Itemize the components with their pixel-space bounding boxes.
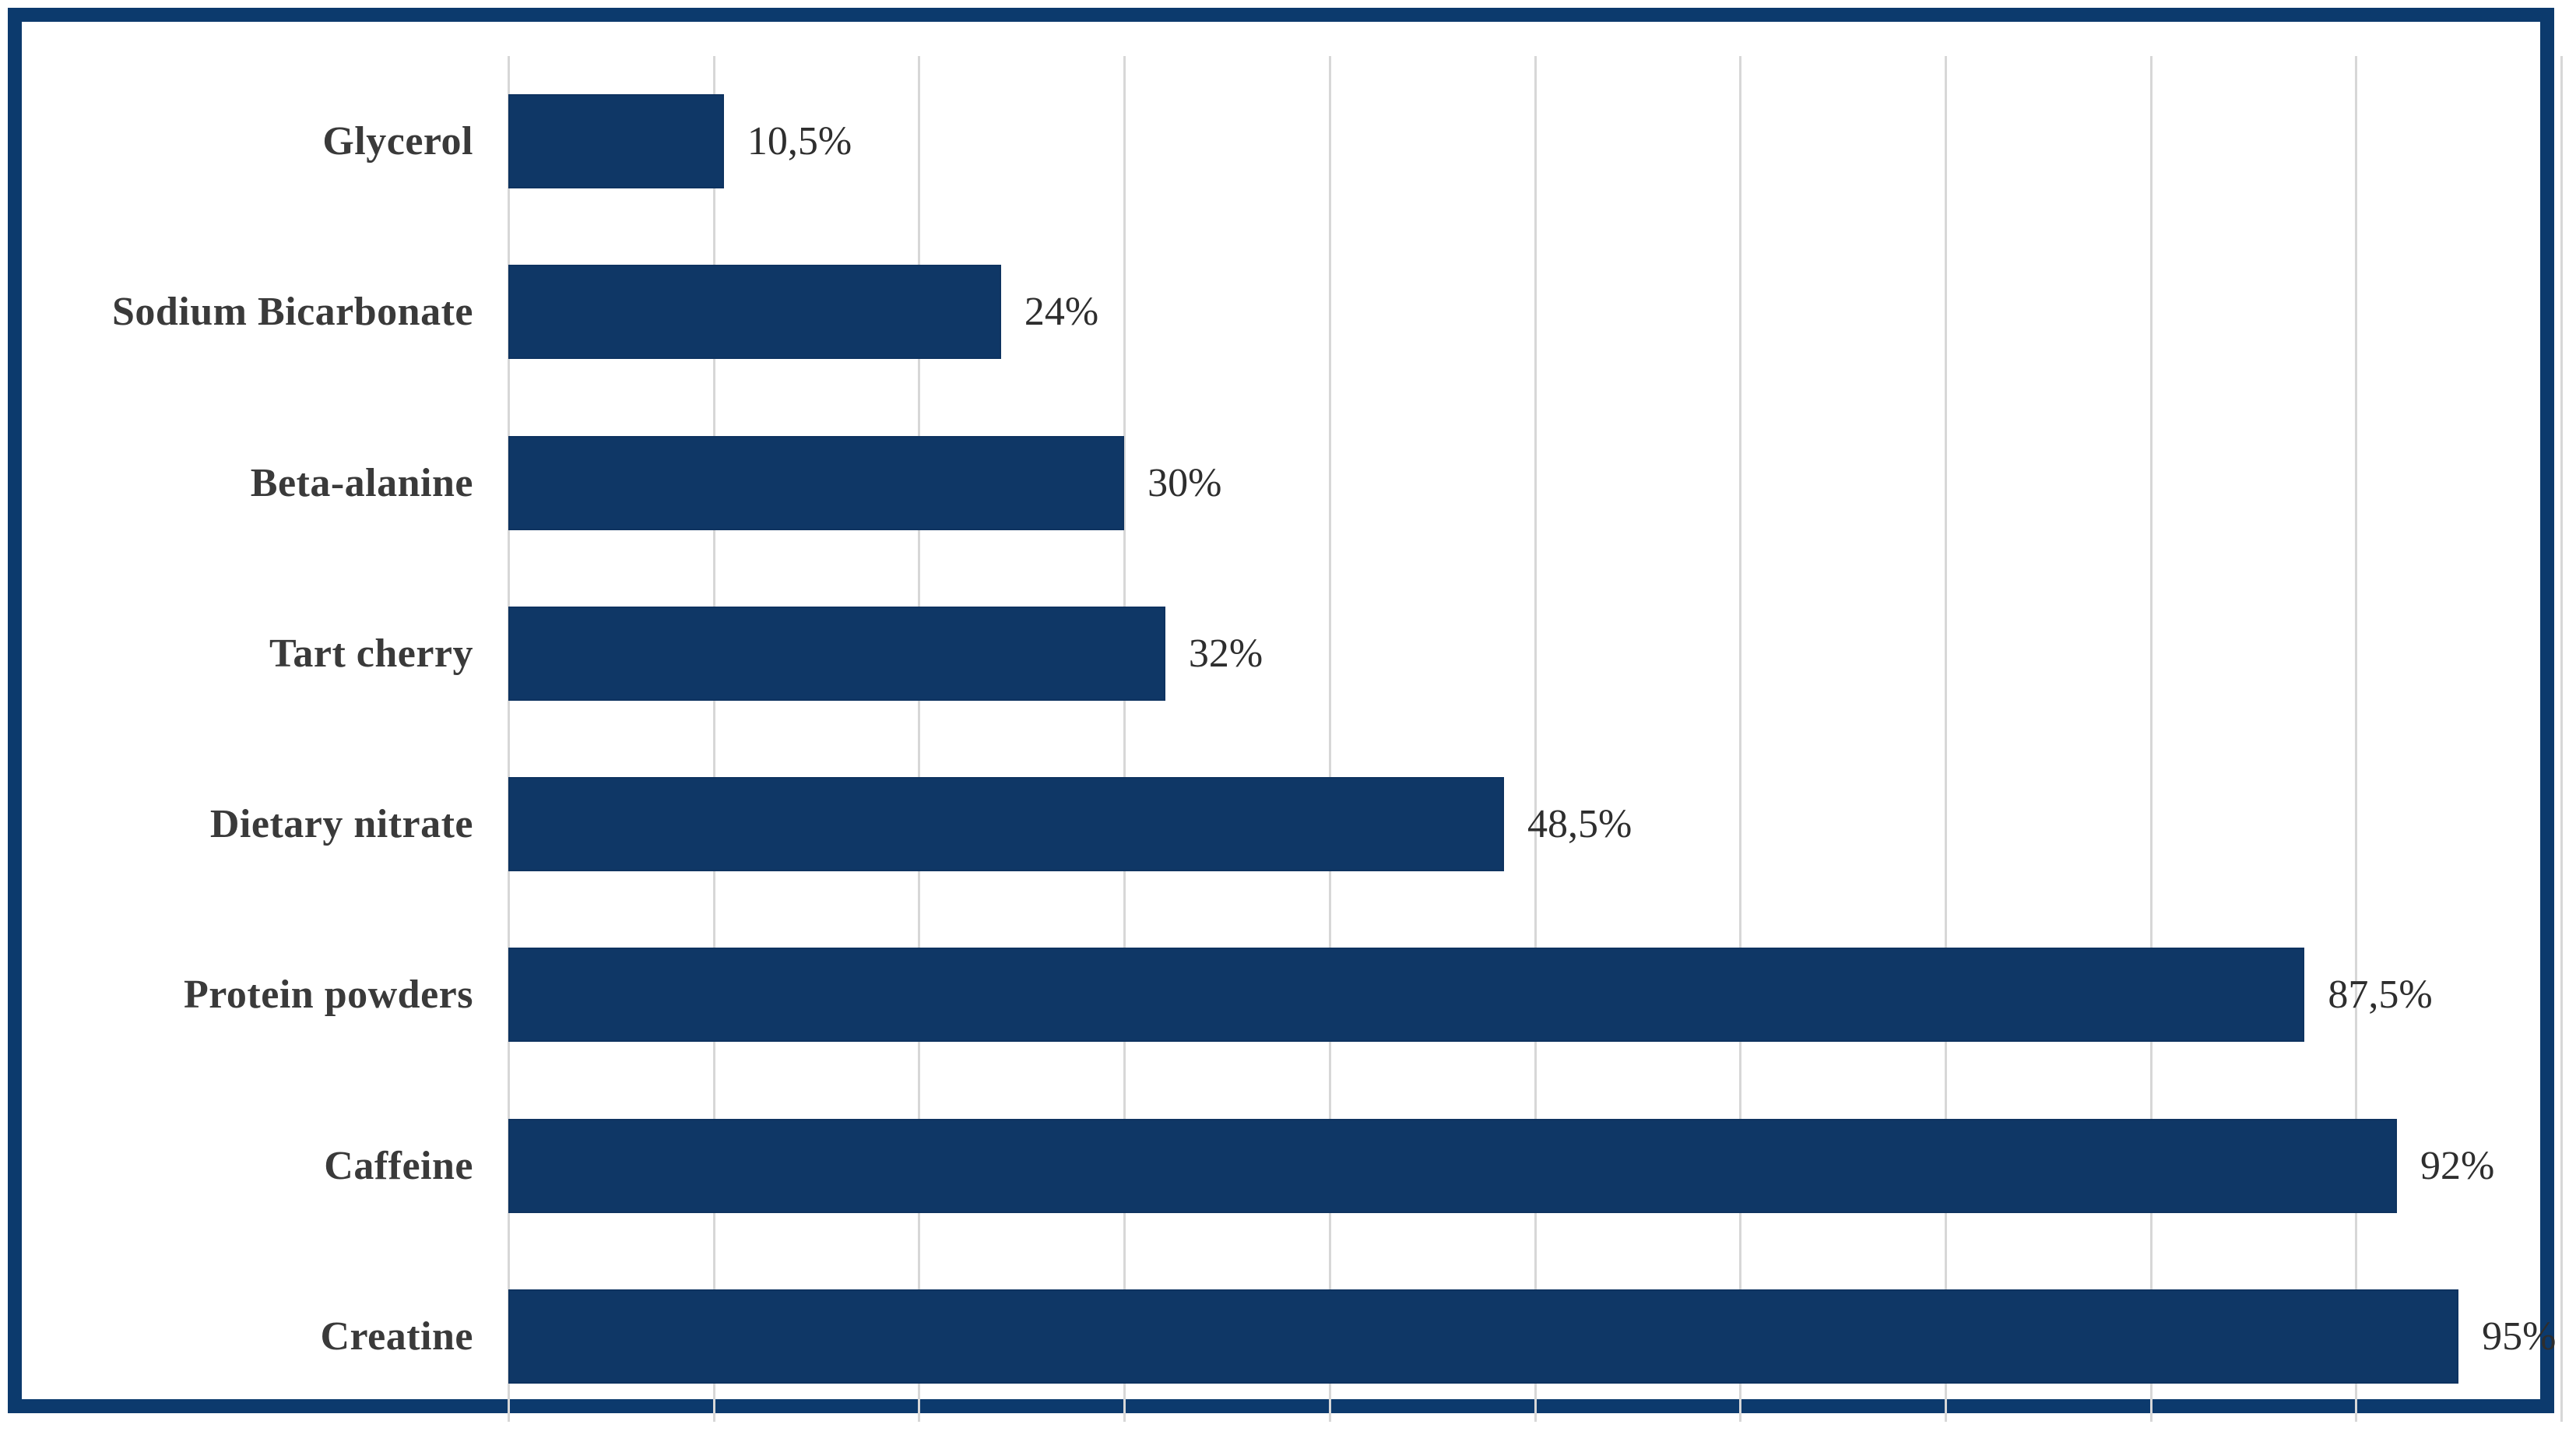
chart-frame: Glycerol 10,5% Sodium Bicarbonate 24% Beta-a… (8, 8, 2563, 1422)
bar-row: Sodium Bicarbonate 24% (112, 227, 2561, 397)
gridline-30 (1123, 56, 1126, 1422)
category-label: Creatine (320, 1314, 473, 1359)
gridline-100 (2560, 56, 2563, 1422)
value-label: 48,5% (1527, 802, 1632, 846)
gridline-0 (508, 56, 510, 1422)
value-label: 95% (2482, 1314, 2557, 1359)
gridline-80 (2149, 56, 2153, 1422)
gridline-40 (1328, 56, 1331, 1422)
gridline-70 (1944, 56, 1947, 1422)
bar (508, 1118, 2398, 1213)
category-label: Caffeine (324, 1143, 473, 1188)
plot-area: Glycerol 10,5% Sodium Bicarbonate 24% Beta-a… (112, 56, 2563, 1422)
gridline-50 (1534, 56, 1537, 1422)
bar (508, 606, 1165, 701)
bar-row: Protein powders 87,5% (184, 909, 2561, 1080)
value-label: 92% (2420, 1143, 2495, 1188)
gridline-20 (918, 56, 921, 1422)
category-label: Dietary nitrate (209, 802, 473, 846)
bar-row: Beta-alanine 30% (251, 398, 2561, 568)
bar-row: Creatine 95% (320, 1251, 2561, 1422)
category-label: Protein powders (184, 972, 473, 1018)
gridline-10 (712, 56, 715, 1422)
category-label: Beta-alanine (250, 460, 473, 505)
value-label: 10,5% (747, 119, 852, 164)
value-label: 32% (1188, 631, 1263, 676)
value-label: 24% (1024, 290, 1099, 335)
bar (508, 777, 1504, 871)
bar (508, 1289, 2459, 1384)
bar-row: Caffeine 92% (324, 1081, 2561, 1251)
value-label: 87,5% (2328, 972, 2433, 1018)
bar (508, 94, 724, 188)
gridline-90 (2355, 56, 2358, 1422)
gridline-60 (1739, 56, 1742, 1422)
bar (508, 265, 1001, 360)
bar-row: Dietary nitrate 48,5% (210, 739, 2561, 909)
bar (508, 435, 1125, 530)
value-label: 30% (1147, 460, 1222, 505)
bar-row: Tart cherry 32% (269, 568, 2561, 739)
bar (508, 948, 2305, 1043)
category-label: Tart cherry (269, 631, 473, 676)
category-label: Glycerol (322, 119, 473, 164)
bar-row: Glycerol 10,5% (322, 56, 2561, 227)
category-label: Sodium Bicarbonate (111, 290, 473, 335)
